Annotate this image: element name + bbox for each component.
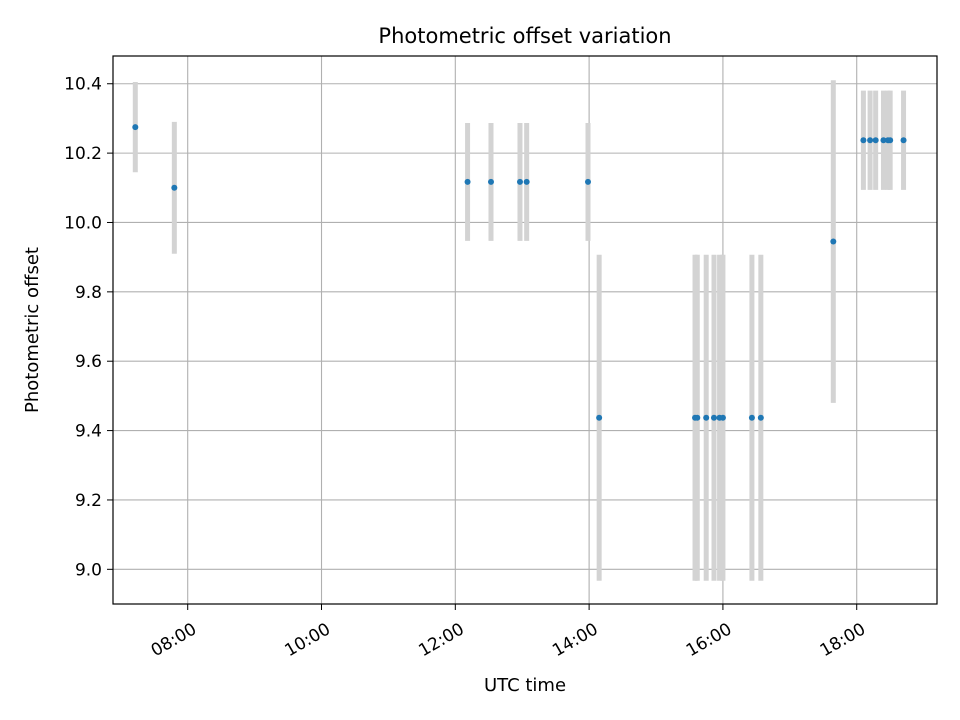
data-point bbox=[872, 137, 879, 144]
data-point bbox=[132, 124, 139, 131]
x-tick-label: 12:00 bbox=[415, 619, 467, 661]
data-point bbox=[487, 178, 494, 185]
data-point bbox=[748, 414, 755, 421]
data-point bbox=[171, 184, 178, 191]
data-point bbox=[900, 137, 907, 144]
x-tick-label: 18:00 bbox=[817, 619, 869, 661]
y-tick-label: 9.0 bbox=[75, 560, 102, 580]
chart-title: Photometric offset variation bbox=[378, 24, 671, 48]
data-point bbox=[523, 178, 530, 185]
data-point bbox=[464, 178, 471, 185]
data-point bbox=[710, 414, 717, 421]
y-tick-label: 10.2 bbox=[64, 144, 102, 164]
data-point bbox=[867, 137, 874, 144]
x-axis: 08:00 10:00 12:00 14:00 16:00 18:00 bbox=[148, 604, 869, 661]
data-point bbox=[887, 137, 894, 144]
data-point bbox=[757, 414, 764, 421]
data-point bbox=[860, 137, 867, 144]
error-bars bbox=[132, 80, 907, 581]
y-tick-label: 9.6 bbox=[75, 352, 102, 372]
data-point bbox=[596, 414, 603, 421]
data-point bbox=[694, 414, 701, 421]
x-tick-label: 14:00 bbox=[549, 619, 601, 661]
data-point bbox=[830, 238, 837, 245]
y-tick-label: 10.4 bbox=[64, 75, 102, 95]
y-tick-label: 10.0 bbox=[64, 213, 102, 233]
y-tick-label: 9.4 bbox=[75, 422, 102, 442]
y-axis-label: Photometric offset bbox=[22, 247, 43, 413]
plot-frame bbox=[112, 55, 938, 605]
x-axis-label: UTC time bbox=[484, 675, 566, 696]
data-point bbox=[703, 414, 710, 421]
data-point bbox=[719, 414, 726, 421]
data-point bbox=[880, 137, 887, 144]
x-tick-label: 16:00 bbox=[683, 619, 735, 661]
y-axis: 9.0 9.2 9.4 9.6 9.8 10.0 10.2 10.4 bbox=[64, 75, 113, 580]
y-tick-label: 9.8 bbox=[75, 283, 102, 303]
data-points bbox=[132, 124, 907, 421]
x-tick-label: 08:00 bbox=[148, 619, 200, 661]
data-point bbox=[516, 178, 523, 185]
data-point bbox=[584, 178, 591, 185]
x-tick-label: 10:00 bbox=[282, 619, 334, 661]
y-tick-label: 9.2 bbox=[75, 491, 102, 511]
